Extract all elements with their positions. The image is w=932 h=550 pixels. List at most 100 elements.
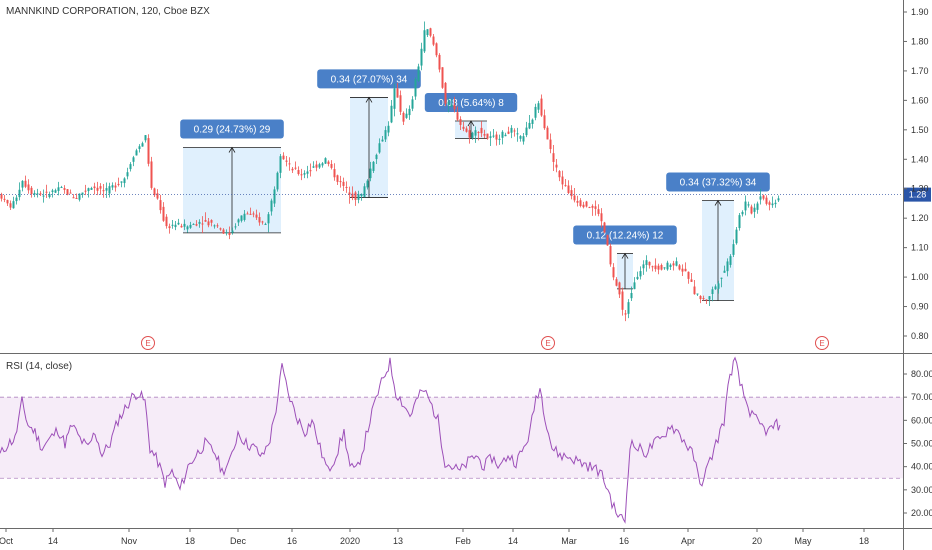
candle-body	[717, 283, 720, 289]
candle-body	[486, 133, 489, 139]
candle-body	[651, 266, 654, 268]
measure-label-box	[180, 119, 284, 139]
candle-body	[144, 135, 147, 141]
earnings-marker[interactable]	[141, 336, 155, 350]
measure-label-box	[424, 92, 518, 112]
candle-body	[45, 191, 48, 193]
rsi-tick-label: 60.00	[911, 415, 932, 425]
candle-body	[330, 163, 333, 168]
candle-body	[510, 127, 513, 133]
candle-body	[126, 172, 129, 177]
candle-body	[744, 201, 747, 211]
earnings-marker[interactable]	[541, 336, 555, 350]
candle-body	[507, 131, 510, 134]
candle-body	[120, 181, 123, 183]
candle-body	[204, 220, 207, 222]
candle-body	[633, 282, 636, 290]
candle-body	[384, 130, 387, 140]
candle-body	[261, 221, 264, 223]
candle-body	[627, 302, 630, 314]
candle-body	[429, 28, 432, 36]
candle-body	[291, 168, 294, 171]
time-tick-label: 18	[185, 536, 195, 546]
candle-body	[621, 291, 624, 310]
rsi-tick-label: 20.00	[911, 508, 932, 518]
candle-body	[57, 187, 60, 191]
candle-body	[372, 161, 375, 171]
candle-body	[774, 202, 777, 205]
candle-body	[519, 136, 522, 139]
candle-body	[48, 194, 51, 198]
candle-body	[594, 206, 597, 209]
price-tick-label: 0.80	[911, 331, 929, 341]
candle-body	[345, 186, 348, 188]
candle-body	[357, 194, 360, 200]
time-tick-label: 18	[859, 536, 869, 546]
candle-body	[156, 193, 159, 199]
measure-arrow-head	[621, 252, 629, 259]
candle-body	[198, 221, 201, 224]
candle-layer	[0, 21, 780, 322]
candle-body	[105, 188, 108, 191]
candle-body	[636, 276, 639, 280]
candle-body	[729, 256, 732, 265]
candle-body	[615, 279, 618, 286]
earnings-marker[interactable]	[815, 336, 829, 350]
candle-body	[681, 268, 684, 272]
candle-body	[24, 180, 27, 187]
candle-body	[438, 54, 441, 70]
candle-body	[693, 286, 696, 295]
time-tick-label: 16	[619, 536, 629, 546]
candle-body	[72, 197, 75, 199]
candle-body	[279, 156, 282, 173]
candle-body	[531, 119, 534, 124]
rsi-tick-label: 30.00	[911, 485, 932, 495]
measure-arrow-head	[714, 199, 722, 206]
candle-body	[498, 138, 501, 140]
candle-body	[399, 95, 402, 112]
candle-body	[666, 262, 669, 270]
candle-body	[543, 115, 546, 129]
price-tick-label: 0.90	[911, 302, 929, 312]
candle-body	[162, 206, 165, 221]
candle-body	[447, 101, 450, 105]
rsi-tick-label: 40.00	[911, 462, 932, 472]
rsi-tick-label: 70.00	[911, 392, 932, 402]
price-tick-label: 1.70	[911, 66, 929, 76]
candle-body	[540, 98, 543, 116]
candle-body	[18, 189, 21, 198]
candle-body	[252, 213, 255, 215]
candle-body	[60, 186, 63, 188]
candle-body	[696, 293, 699, 295]
candle-body	[282, 155, 285, 160]
candle-body	[702, 298, 705, 300]
candle-body	[168, 226, 171, 229]
candle-body	[405, 113, 408, 118]
candle-body	[546, 127, 549, 140]
candle-body	[441, 67, 444, 88]
candle-body	[96, 187, 99, 191]
candle-body	[732, 244, 735, 255]
candle-body	[270, 200, 273, 212]
price-tick-label: 1.50	[911, 125, 929, 135]
earnings-marker-label: E	[145, 339, 150, 348]
candle-body	[624, 313, 627, 315]
candle-body	[435, 43, 438, 56]
candle-body	[612, 267, 615, 278]
candle-body	[63, 188, 66, 190]
rsi-layer	[0, 356, 903, 524]
candle-body	[714, 286, 717, 290]
candle-body	[159, 200, 162, 211]
candle-body	[765, 197, 768, 204]
time-tick-label: Nov	[121, 536, 138, 546]
candle-body	[12, 201, 15, 209]
time-tick-label: Oct	[0, 536, 13, 546]
last-price-badge	[904, 187, 931, 202]
measure-label: 0.34 (27.07%) 34	[331, 74, 408, 85]
candle-body	[378, 143, 381, 153]
candle-body	[537, 103, 540, 110]
candle-body	[477, 131, 480, 133]
candle-body	[735, 229, 738, 244]
candle-body	[609, 246, 612, 265]
candle-body	[273, 189, 276, 204]
